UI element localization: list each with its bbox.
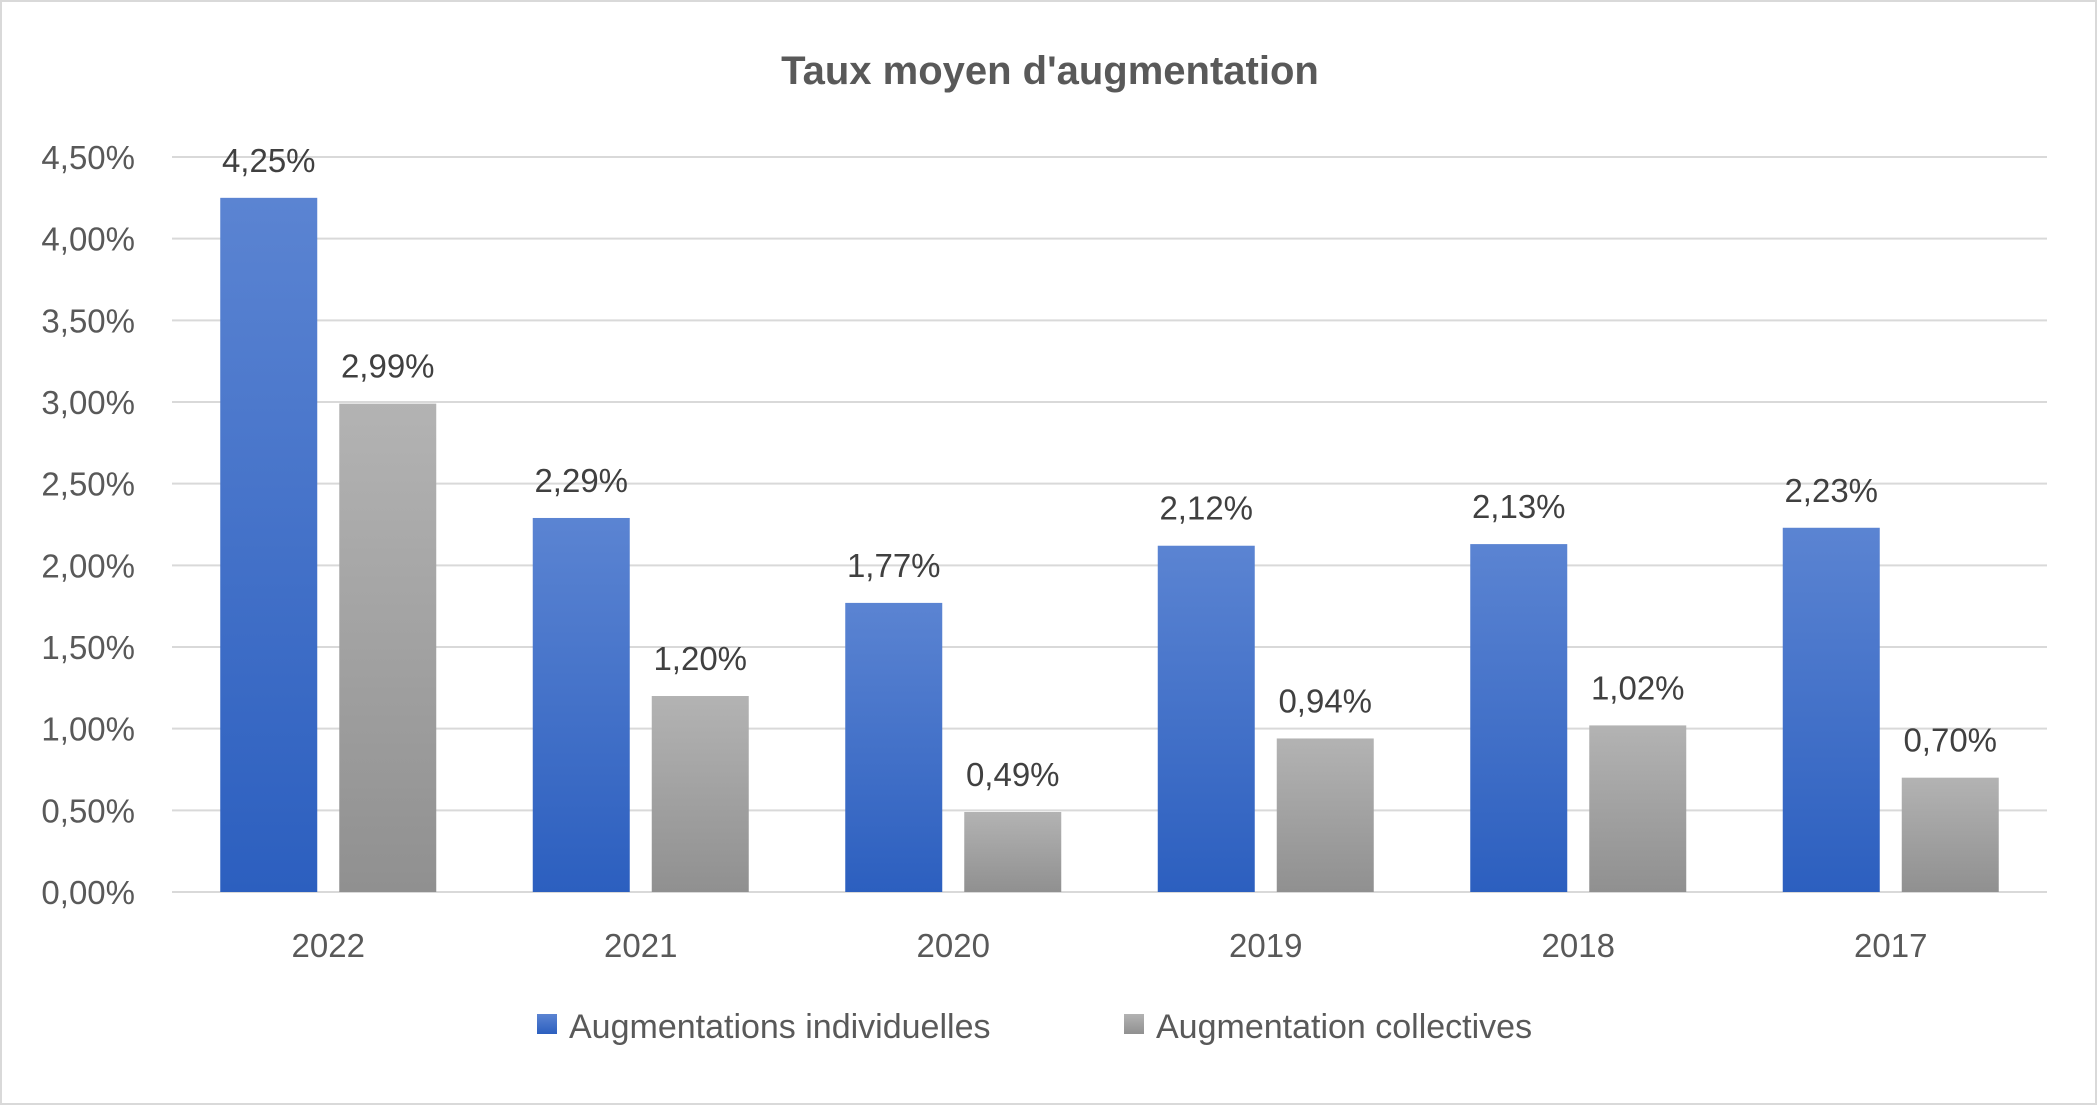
- x-tick-label: 2017: [1854, 927, 1927, 964]
- data-label: 4,25%: [222, 142, 316, 179]
- legend: Augmentations individuelles Augmentation …: [537, 1008, 1532, 1046]
- data-labels: 4,25% 2,99% 2,29% 1,20% 1,77% 0,49% 2,12% 0,94%…: [222, 142, 1997, 793]
- data-label: 0,49%: [966, 756, 1060, 793]
- chart-title: Taux moyen d'augmentation: [781, 49, 1319, 93]
- bar-collectives-2021: [651, 696, 749, 892]
- y-tick-label: 3,50%: [41, 302, 135, 339]
- y-tick-label: 2,00%: [41, 547, 135, 584]
- x-tick-label: 2018: [1542, 927, 1615, 964]
- data-label: 2,23%: [1784, 472, 1878, 509]
- bar-collectives-2017: [1901, 777, 1999, 892]
- y-tick-label: 0,50%: [41, 792, 135, 829]
- data-label: 1,77%: [847, 547, 941, 584]
- x-tick-label: 2022: [292, 927, 365, 964]
- y-tick-label: 3,00%: [41, 384, 135, 421]
- y-tick-label: 1,00%: [41, 711, 135, 748]
- y-tick-label: 4,50%: [41, 139, 135, 176]
- data-label: 2,29%: [534, 462, 628, 499]
- legend-swatch: [537, 1014, 557, 1034]
- data-label: 2,99%: [341, 348, 435, 385]
- y-axis-ticks: 0,00% 0,50% 1,00% 1,50% 2,00% 2,50% 3,00% 3,50%…: [41, 139, 135, 911]
- data-label: 1,20%: [653, 640, 747, 677]
- data-label: 1,02%: [1591, 669, 1685, 706]
- bar-individuelles-2017: [1782, 527, 1880, 892]
- y-tick-label: 1,50%: [41, 629, 135, 666]
- bar-collectives-2020: [964, 811, 1062, 892]
- x-tick-label: 2021: [604, 927, 677, 964]
- data-label: 2,13%: [1472, 488, 1566, 525]
- y-tick-label: 2,50%: [41, 466, 135, 503]
- legend-label: Augmentation collectives: [1156, 1008, 1532, 1046]
- bar-individuelles-2018: [1470, 544, 1568, 892]
- x-axis-ticks: 2022 2021 2020 2019 2018 2017: [292, 927, 1928, 964]
- bar-collectives-2022: [339, 403, 437, 892]
- data-label: 0,94%: [1278, 682, 1372, 719]
- x-tick-label: 2020: [917, 927, 990, 964]
- x-tick-label: 2019: [1229, 927, 1302, 964]
- bar-collectives-2019: [1276, 738, 1374, 892]
- grid-layer: [172, 156, 2047, 893]
- bar-individuelles-2020: [845, 602, 943, 892]
- bar-layer: [220, 197, 1999, 893]
- bar-individuelles-2019: [1157, 545, 1255, 892]
- data-label: 2,12%: [1159, 490, 1253, 527]
- legend-label: Augmentations individuelles: [569, 1008, 990, 1046]
- data-label: 0,70%: [1903, 722, 1997, 759]
- y-tick-label: 4,00%: [41, 221, 135, 258]
- bar-individuelles-2022: [220, 197, 318, 893]
- legend-swatch: [1124, 1014, 1144, 1034]
- bar-collectives-2018: [1589, 725, 1687, 892]
- y-tick-label: 0,00%: [41, 874, 135, 911]
- bar-individuelles-2021: [532, 517, 630, 892]
